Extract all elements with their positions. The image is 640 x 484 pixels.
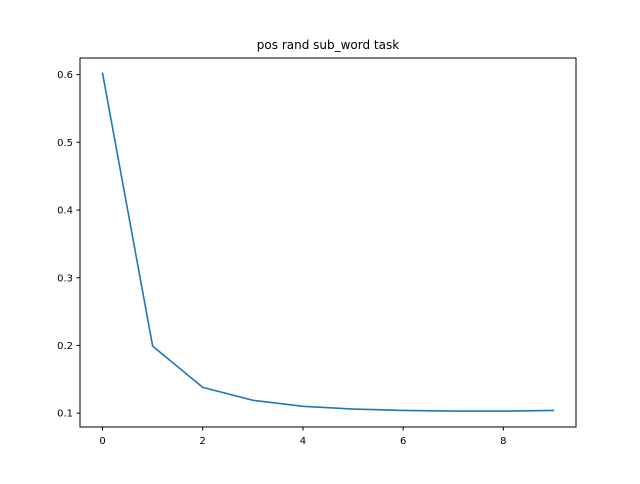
y-axis-ticks: 0.1 0.2 0.3 0.4 0.5 0.6: [57, 70, 80, 420]
x-tick-label: 8: [500, 436, 506, 447]
x-tick-label: 4: [300, 436, 306, 447]
series-layer: [101, 72, 555, 412]
y-tick-label: 0.1: [57, 409, 73, 420]
series-line: [101, 72, 555, 412]
y-tick-label: 0.3: [57, 273, 73, 284]
plot-frame: [79, 57, 577, 428]
x-tick-label: 0: [99, 436, 105, 447]
x-axis-ticks: 0 2 4 6 8: [99, 427, 507, 447]
y-tick-label: 0.6: [57, 70, 73, 81]
y-tick-label: 0.2: [57, 341, 73, 352]
y-tick-label: 0.5: [57, 138, 73, 149]
y-tick-label: 0.4: [57, 206, 73, 217]
x-tick-label: 2: [200, 436, 206, 447]
x-tick-label: 6: [400, 436, 406, 447]
chart-title: pos rand sub_word task: [257, 38, 399, 52]
